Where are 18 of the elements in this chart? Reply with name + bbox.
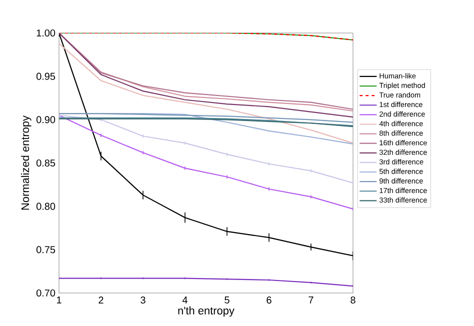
y-tick-label: 0.95	[36, 72, 56, 80]
y-tick-label: 0.70	[36, 289, 56, 297]
x-tick-label: 8	[350, 296, 356, 304]
x-tick-label: 1	[56, 296, 62, 304]
x-tick-label: 6	[266, 296, 272, 304]
x-tick-label: 4	[182, 296, 188, 304]
x-tick-label: 7	[308, 296, 314, 304]
y-axis-title: Normalized entropy	[21, 116, 32, 210]
y-tick-label: 0.85	[36, 159, 56, 167]
y-tick-label: 0.90	[36, 116, 56, 124]
y-tick-label: 0.75	[36, 246, 56, 254]
y-tick-label: 1.00	[36, 29, 56, 37]
x-axis-title: n'th entropy	[178, 306, 234, 317]
y-tick-label: 0.80	[36, 202, 56, 210]
line-series	[59, 42, 353, 144]
x-tick-label: 3	[140, 296, 146, 304]
x-tick-label: 5	[224, 296, 230, 304]
x-tick-label: 2	[98, 296, 104, 304]
